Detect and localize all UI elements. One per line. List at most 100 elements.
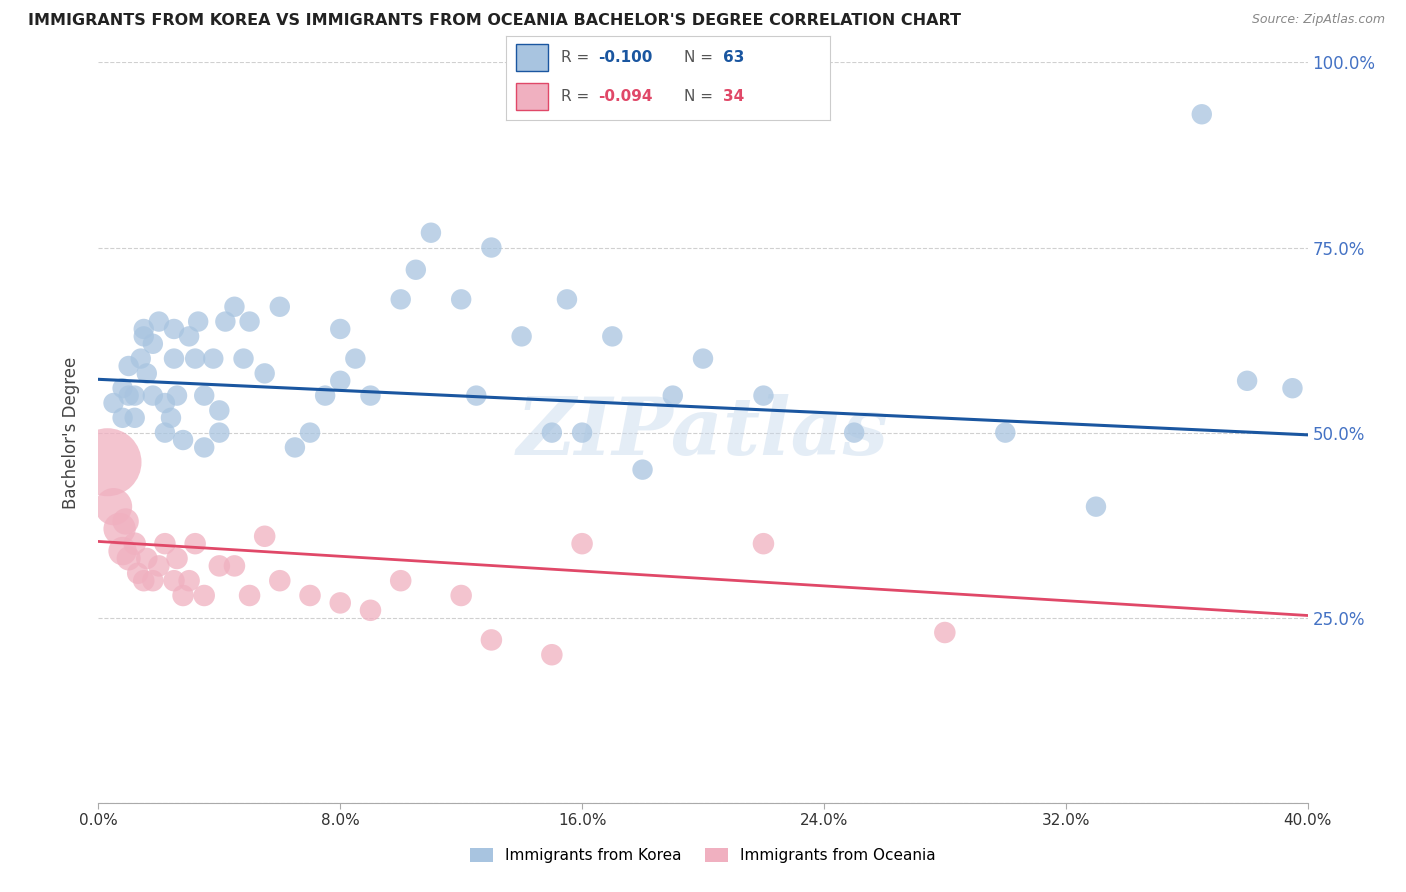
Point — [571, 536, 593, 550]
Point — [135, 551, 157, 566]
Point — [208, 425, 231, 440]
Point — [129, 351, 152, 366]
Point — [329, 596, 352, 610]
Text: N =: N = — [685, 89, 718, 104]
Point — [465, 388, 488, 402]
Point — [540, 425, 562, 440]
Point — [163, 351, 186, 366]
Point — [253, 367, 276, 381]
Point — [299, 589, 322, 603]
Point — [269, 574, 291, 588]
Point — [193, 388, 215, 402]
Point — [108, 522, 131, 536]
Point — [224, 300, 246, 314]
Point — [510, 329, 533, 343]
Text: IMMIGRANTS FROM KOREA VS IMMIGRANTS FROM OCEANIA BACHELOR'S DEGREE CORRELATION C: IMMIGRANTS FROM KOREA VS IMMIGRANTS FROM… — [28, 13, 962, 29]
Point — [179, 574, 201, 588]
Point — [208, 558, 231, 573]
Point — [153, 536, 176, 550]
Point — [184, 536, 207, 550]
Point — [127, 566, 149, 581]
Point — [571, 425, 593, 440]
Point — [661, 388, 683, 402]
Point — [96, 455, 118, 469]
Point — [148, 314, 170, 328]
Point — [166, 551, 188, 566]
Point — [360, 603, 382, 617]
Text: 34: 34 — [723, 89, 744, 104]
Point — [208, 403, 231, 417]
Point — [114, 515, 136, 529]
Point — [481, 240, 503, 255]
Point — [193, 441, 215, 455]
Point — [118, 388, 141, 402]
Point — [118, 551, 141, 566]
Point — [163, 574, 186, 588]
Point — [299, 425, 322, 440]
Point — [111, 381, 134, 395]
Bar — [516, 44, 548, 71]
Point — [239, 314, 262, 328]
Point — [224, 558, 246, 573]
Point — [172, 433, 194, 447]
Point — [405, 262, 427, 277]
Point — [420, 226, 443, 240]
Point — [172, 589, 194, 603]
Point — [239, 589, 262, 603]
Point — [329, 322, 352, 336]
Text: R =: R = — [561, 89, 595, 104]
Point — [132, 574, 155, 588]
Point — [314, 388, 336, 402]
Point — [166, 388, 188, 402]
Point — [103, 396, 125, 410]
Point — [132, 322, 155, 336]
Point — [450, 589, 472, 603]
Point — [153, 425, 176, 440]
Point — [994, 425, 1017, 440]
Point — [481, 632, 503, 647]
Text: R =: R = — [561, 50, 595, 65]
Point — [124, 388, 146, 402]
Point — [202, 351, 225, 366]
Legend: Immigrants from Korea, Immigrants from Oceania: Immigrants from Korea, Immigrants from O… — [464, 842, 942, 869]
Point — [103, 500, 125, 514]
Point — [284, 441, 307, 455]
Point — [160, 410, 183, 425]
Text: Source: ZipAtlas.com: Source: ZipAtlas.com — [1251, 13, 1385, 27]
Point — [329, 374, 352, 388]
Point — [1281, 381, 1303, 395]
Y-axis label: Bachelor's Degree: Bachelor's Degree — [62, 357, 80, 508]
Point — [602, 329, 624, 343]
Point — [1236, 374, 1258, 388]
Point — [179, 329, 201, 343]
Point — [344, 351, 367, 366]
Point — [148, 558, 170, 573]
Text: 63: 63 — [723, 50, 744, 65]
Point — [844, 425, 866, 440]
Point — [111, 544, 134, 558]
Point — [450, 293, 472, 307]
Point — [142, 574, 165, 588]
Point — [1085, 500, 1108, 514]
Point — [214, 314, 236, 328]
Point — [124, 410, 146, 425]
Point — [934, 625, 956, 640]
Point — [360, 388, 382, 402]
Point — [540, 648, 562, 662]
Point — [555, 293, 578, 307]
Point — [118, 359, 141, 373]
Text: N =: N = — [685, 50, 718, 65]
Point — [184, 351, 207, 366]
Point — [135, 367, 157, 381]
Point — [752, 388, 775, 402]
Bar — [516, 83, 548, 111]
Point — [193, 589, 215, 603]
Point — [187, 314, 209, 328]
Point — [111, 410, 134, 425]
Point — [269, 300, 291, 314]
Point — [389, 574, 412, 588]
Point — [142, 336, 165, 351]
Text: -0.100: -0.100 — [599, 50, 652, 65]
Point — [389, 293, 412, 307]
Point — [752, 536, 775, 550]
